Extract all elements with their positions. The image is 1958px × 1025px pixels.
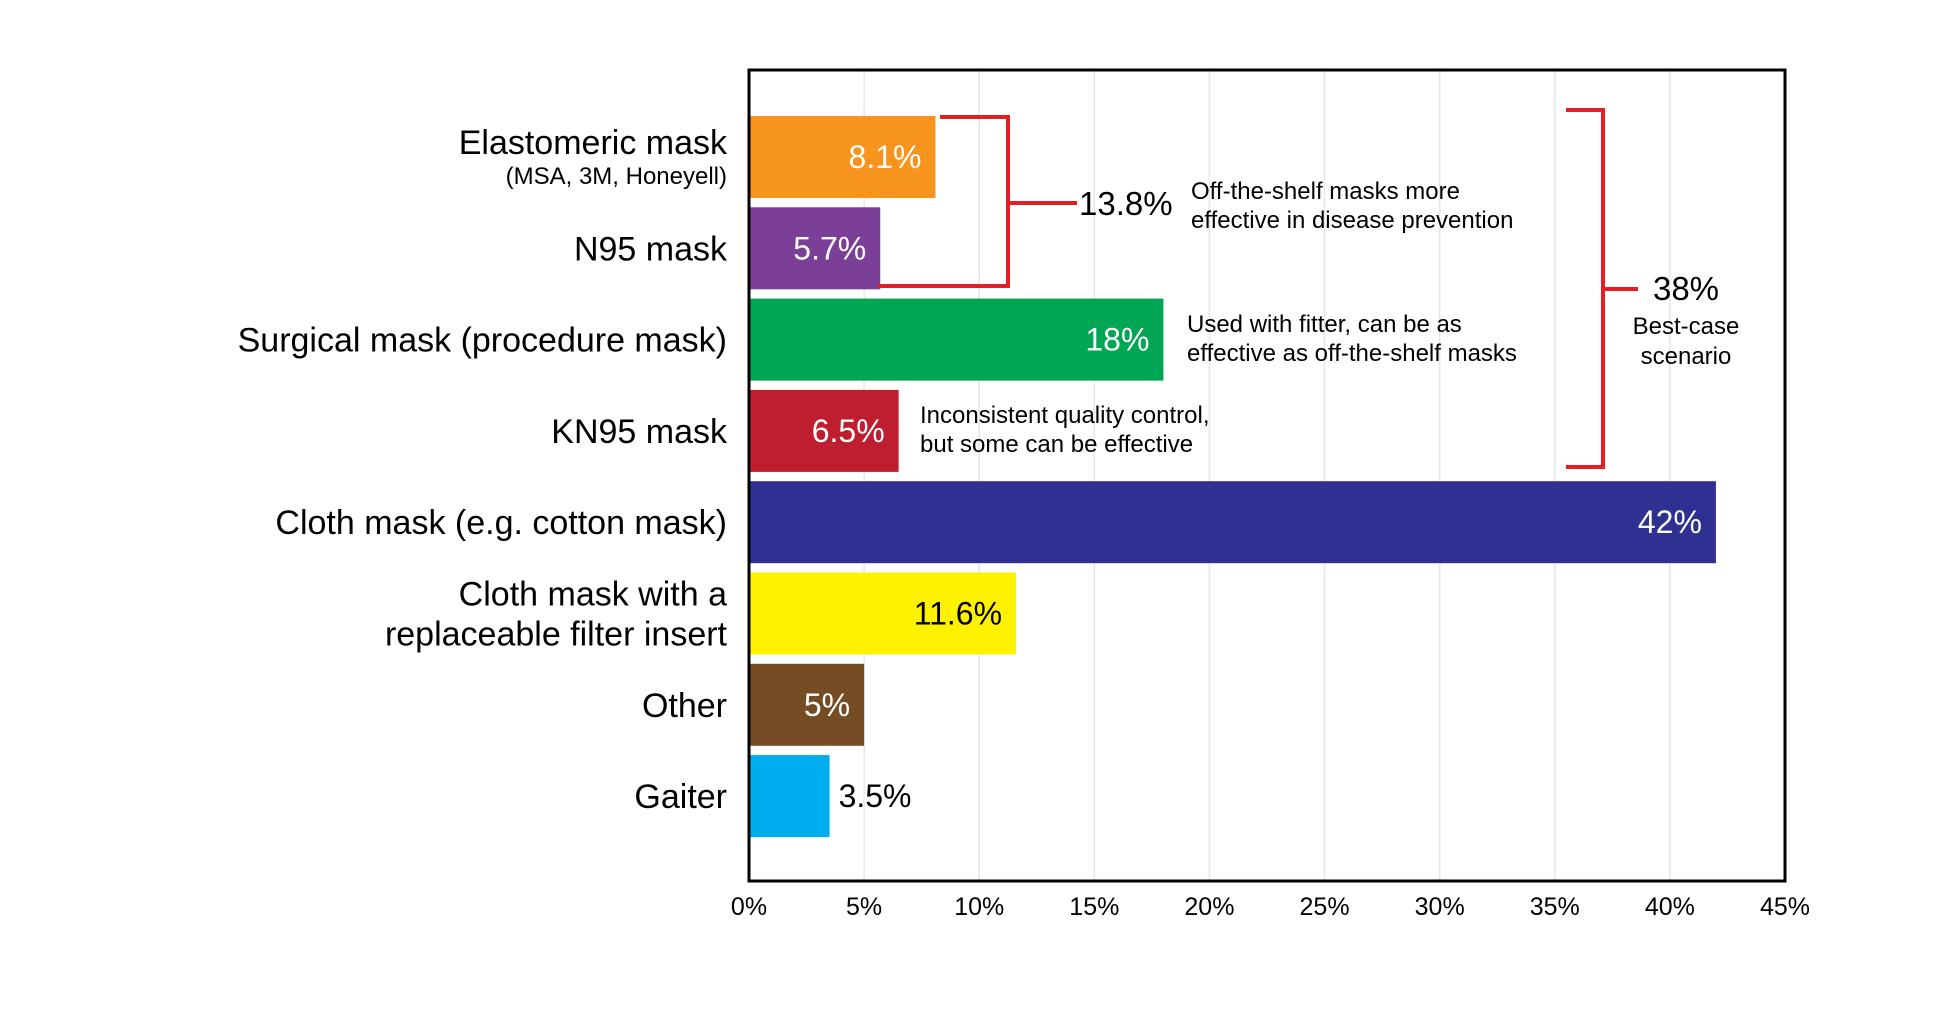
bar	[749, 389, 899, 472]
x-tick-label: 5%	[846, 893, 882, 921]
bar	[749, 755, 830, 838]
bracket-large	[1566, 108, 1638, 469]
category-label: Gaiter	[634, 778, 727, 816]
data-label: 18%	[1085, 322, 1149, 358]
bar	[749, 116, 936, 198]
data-label: 8.1%	[849, 139, 922, 175]
data-label: 6.5%	[812, 413, 885, 449]
data-label: 11.6%	[914, 596, 1002, 632]
annotation-surgical-line2: effective as off-the-shelf masks	[1187, 340, 1517, 367]
annotation-off-the-shelf-line2: effective in disease prevention	[1191, 207, 1513, 234]
data-label: 42%	[1638, 504, 1702, 540]
bracket-large-line2: scenario	[1641, 343, 1732, 370]
annotation-surgical-line1: Used with fitter, can be as	[1187, 311, 1462, 338]
category-labels: Elastomeric mask(MSA, 3M, Honeyell) N95 m…	[238, 124, 728, 816]
bar	[749, 207, 881, 290]
annotation-kn95-line1: Inconsistent quality control,	[920, 402, 1210, 429]
category-label: Other	[642, 687, 727, 725]
x-tick-label: 15%	[1069, 893, 1119, 921]
x-tick-label: 0%	[731, 893, 767, 921]
category-label: N95 mask	[574, 230, 728, 268]
bar	[749, 298, 1164, 381]
x-tick-label: 10%	[954, 893, 1004, 921]
data-label: 5.7%	[793, 230, 866, 266]
bracket-large-value: 38%	[1653, 270, 1719, 307]
category-label: (MSA, 3M, Honeyell)	[506, 163, 727, 190]
category-label: Cloth mask (e.g. cotton mask)	[275, 504, 727, 542]
x-tick-label: 35%	[1530, 893, 1580, 921]
grid-lines	[863, 70, 1671, 881]
bracket-large-line1: Best-case	[1633, 313, 1740, 340]
category-label: replaceable filter insert	[385, 616, 728, 654]
x-tick-label: 45%	[1760, 893, 1810, 921]
category-label: Elastomeric mask	[459, 124, 728, 162]
x-tick-label: 30%	[1415, 893, 1465, 921]
annotation-kn95-line2: but some can be effective	[920, 431, 1193, 458]
x-tick-label: 40%	[1645, 893, 1695, 921]
annotation-off-the-shelf-line1: Off-the-shelf masks more	[1191, 178, 1460, 205]
bar	[749, 572, 1017, 655]
x-tick-label: 20%	[1184, 893, 1234, 921]
bracket-small-value: 13.8%	[1079, 185, 1173, 222]
data-label: 3.5%	[839, 778, 912, 814]
bar	[749, 663, 865, 746]
category-label: KN95 mask	[551, 413, 728, 451]
category-label: Surgical mask (procedure mask)	[238, 322, 727, 360]
category-label: Cloth mask with a	[459, 576, 727, 614]
x-tick-label: 25%	[1300, 893, 1350, 921]
bars: 8.1% 5.7% 18% 6.5% 42% 11.6% 5% 3.5%	[749, 116, 1716, 838]
plot-frame	[747, 68, 1787, 883]
data-label: 5%	[804, 687, 850, 723]
bar	[749, 481, 1716, 564]
x-axis-ticks: 0% 5% 10% 15% 20% 25% 30% 35% 40% 45%	[731, 893, 1810, 921]
bracket-small	[878, 115, 1077, 288]
